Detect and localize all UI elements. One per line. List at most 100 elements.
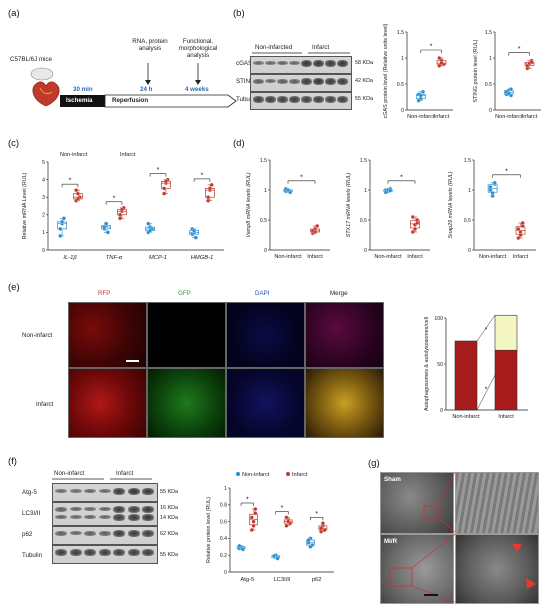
connector-line	[476, 374, 496, 411]
data-point	[439, 61, 444, 66]
blot-f-band	[98, 549, 111, 556]
blot-b-band	[301, 78, 312, 86]
data-point	[529, 60, 534, 65]
data-point	[412, 226, 418, 232]
blot-b-band	[253, 61, 264, 66]
data-point	[207, 186, 212, 191]
blot-f-band	[142, 514, 154, 522]
blot-b-band	[289, 96, 300, 103]
micro-merge-infarct	[305, 368, 384, 438]
y-tick-label: 1	[264, 188, 267, 194]
data-point	[506, 91, 511, 96]
y-tick-label: 0.8	[220, 503, 227, 509]
blot-f-band	[98, 489, 111, 494]
data-point	[284, 523, 289, 528]
row-e-infarct: Infarct	[36, 401, 54, 408]
data-point	[118, 216, 123, 221]
y-tick-label: 1	[224, 486, 227, 492]
blot-f-band	[127, 530, 140, 538]
y-tick-label: 1.5	[485, 30, 492, 36]
y-tick-label: 0	[401, 108, 404, 114]
mice-label: C57BL/6J mice	[10, 56, 52, 63]
data-point	[312, 229, 318, 235]
chart-f-protein: 0 0.2 0.4 0.6 0.8 1 Relative protein level (RU…	[206, 472, 334, 583]
significance-label: *	[246, 497, 249, 504]
blot-b-band	[313, 96, 324, 103]
y-tick-label: 0.5	[260, 218, 267, 224]
blot-f-row-atg5: Atg-5	[22, 489, 37, 496]
y-tick-label: 0.5	[464, 218, 471, 224]
x-tick-label: Non-infarct	[374, 254, 402, 260]
channel-dapi: DAPI	[255, 290, 270, 297]
data-point	[105, 230, 110, 235]
data-point	[437, 55, 442, 61]
blot-f-band	[113, 549, 125, 556]
data-point	[251, 523, 256, 528]
chart-b-cgas: 0 0.5 1 1.5 cGAS protein level (Relative uni…	[383, 23, 453, 120]
blot-b-band	[325, 96, 336, 103]
data-point	[286, 519, 291, 524]
blot-f-band	[69, 489, 82, 493]
x-tick-label: Infarct	[307, 254, 323, 260]
chart-d-stx17: 0 0.5 1 1.5 STX17 mRNA levels (RUL) * Non-infa…	[346, 158, 430, 260]
y-tick-label: 0	[468, 248, 471, 254]
panel-e-label: (e)	[8, 282, 20, 293]
y-tick-label: 4	[42, 177, 45, 183]
blot-f-size-3: 62 KDa	[160, 531, 178, 537]
blot-b-band	[337, 60, 348, 68]
y-tick-label: 1.5	[360, 158, 367, 164]
y-tick-label: 0	[224, 570, 227, 576]
data-point	[240, 547, 245, 552]
x-tick-label: Infarct	[498, 414, 514, 420]
data-point	[192, 228, 197, 233]
data-point	[285, 187, 291, 193]
micro-dapi-infarct	[226, 368, 305, 438]
data-point	[75, 196, 80, 202]
data-point	[237, 543, 242, 549]
y-axis-label: STING protein level (RUL)	[473, 39, 479, 102]
blot-b-band	[337, 78, 348, 86]
step-functional: Functional, morphological analysis	[178, 38, 218, 59]
blot-f-band	[84, 531, 96, 536]
blot-f-band	[142, 549, 154, 556]
blot-f-band	[69, 531, 82, 536]
blot-b-band	[289, 79, 300, 84]
blot-f-lc3	[52, 502, 158, 526]
data-point	[525, 63, 530, 68]
blot-b-band	[313, 78, 324, 86]
data-point	[518, 232, 523, 238]
blot-f-band	[142, 506, 154, 514]
blot-b-group-lines	[252, 52, 350, 54]
data-point	[322, 527, 327, 533]
x-tick-label: Non-infarct	[452, 414, 480, 420]
blot-f-band	[127, 549, 140, 556]
micro-gfp-infarct	[147, 368, 226, 438]
x-tick-label: Non-infarct	[274, 254, 302, 260]
y-tick-label: 0	[440, 408, 443, 414]
blot-f-group-right: Infarct	[116, 470, 134, 477]
data-point	[75, 191, 80, 196]
blot-b-band	[277, 61, 288, 66]
significance-label: *	[315, 511, 318, 518]
blot-f-band	[84, 515, 96, 520]
blot-f-band	[98, 515, 111, 520]
blot-f-band	[84, 489, 96, 494]
micro-rfp-noninfarct	[68, 302, 147, 368]
y-tick-label: 3	[42, 195, 45, 201]
x-tick-label: Non-infarct	[407, 114, 435, 120]
chart-d-vamp8: 0 0.5 1 1.5 Vamp8 mRNA levels (RUL) * Non-infa…	[246, 158, 330, 260]
blot-b-band	[325, 78, 336, 86]
legend-marker-noninfarct	[236, 472, 240, 476]
legend-label-noninfarct: Non-infarct	[242, 472, 270, 478]
data-point	[104, 221, 109, 226]
y-tick-label: 0.5	[360, 218, 367, 224]
blot-f-band	[142, 488, 154, 496]
data-point	[58, 226, 63, 231]
blot-f-band	[55, 549, 67, 556]
x-tick-label: Infarct	[407, 254, 423, 260]
time-30min: 30 min	[73, 86, 93, 93]
blot-b-band	[325, 60, 336, 68]
data-point	[58, 233, 63, 238]
blot-f-band	[69, 515, 82, 520]
blot-f-band	[127, 514, 140, 522]
